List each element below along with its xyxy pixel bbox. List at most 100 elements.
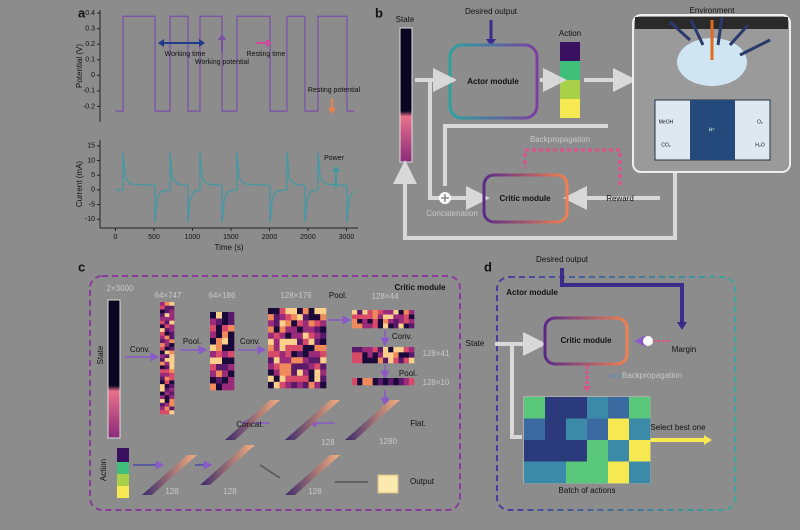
heat-cell xyxy=(302,363,309,370)
heat-cell xyxy=(169,391,175,396)
y-tick-label: 0 xyxy=(91,72,95,79)
heat-cell xyxy=(216,377,223,384)
heat-cell xyxy=(160,320,165,325)
heat-cell xyxy=(222,331,229,339)
heat-cell xyxy=(377,323,384,329)
heat-cell xyxy=(160,402,165,407)
heat-cell xyxy=(408,314,415,320)
heat-cell xyxy=(160,350,165,355)
heat-cell xyxy=(372,323,379,329)
heat-cell xyxy=(210,331,217,339)
heat-cell xyxy=(164,350,170,355)
heat-cell xyxy=(222,312,229,319)
heat-cell xyxy=(308,320,315,327)
label: Critic module xyxy=(560,336,612,345)
heat-cell xyxy=(297,326,304,333)
heat-cell xyxy=(268,344,275,352)
heat-cell xyxy=(210,383,217,391)
cell-label: H⁺ xyxy=(709,127,716,133)
heat-cell xyxy=(160,410,165,415)
heat-cell xyxy=(160,380,165,385)
heat-cell xyxy=(169,335,175,340)
label: Margin xyxy=(672,345,696,354)
heat-cell xyxy=(629,440,651,462)
heat-cell xyxy=(587,418,609,441)
heat-cell xyxy=(566,461,588,484)
label: Concatenation xyxy=(426,209,478,218)
dim-label: 128 xyxy=(165,487,179,496)
heat-cell xyxy=(285,338,292,346)
x-axis-label: Time (s) xyxy=(214,243,243,252)
heat-cell xyxy=(285,381,292,389)
heat-cell xyxy=(169,395,175,400)
heat-cell xyxy=(268,369,275,376)
heat-cell xyxy=(357,314,363,320)
heat-cell xyxy=(362,347,368,353)
heat-cell xyxy=(308,351,315,358)
panel-label: a xyxy=(78,5,86,20)
heat-cell xyxy=(320,363,327,370)
heat-cell xyxy=(367,323,373,329)
heat-cell xyxy=(216,325,223,332)
heat-cell xyxy=(268,351,275,358)
heat-cell xyxy=(362,319,368,324)
heat-cell xyxy=(164,387,170,392)
label: Batch of actions xyxy=(559,486,616,495)
heat-cell xyxy=(302,381,309,389)
heat-cell xyxy=(210,312,217,319)
heat-cell xyxy=(222,364,229,371)
heat-cell xyxy=(383,378,389,386)
heat-cell xyxy=(164,395,170,400)
heat-cell xyxy=(388,378,394,386)
panel-label: b xyxy=(375,5,383,20)
heat-cell xyxy=(608,397,630,419)
heat-cell xyxy=(279,320,286,327)
heat-cell xyxy=(268,326,275,333)
heat-cell xyxy=(320,351,327,358)
heat-cell xyxy=(297,357,304,364)
heat-cell xyxy=(279,314,286,321)
heat-cell xyxy=(268,357,275,364)
heat-cell xyxy=(285,314,292,321)
heat-cell xyxy=(222,318,229,326)
heat-cell xyxy=(398,378,404,386)
dim-label: 64×747 xyxy=(155,291,182,300)
heat-cell xyxy=(210,370,217,378)
heat-cell xyxy=(291,381,298,389)
heat-cell xyxy=(352,347,358,353)
heat-cell xyxy=(357,378,363,386)
heat-cell xyxy=(297,344,304,352)
heat-cell xyxy=(169,331,175,336)
heat-cell xyxy=(383,352,389,358)
heat-cell xyxy=(210,338,217,345)
heat-cell xyxy=(377,378,384,386)
heat-cell xyxy=(285,326,292,333)
heat-cell xyxy=(291,363,298,370)
heat-cell xyxy=(367,347,373,353)
heat-cell xyxy=(164,335,170,340)
label: Critic module xyxy=(499,194,551,203)
heat-cell xyxy=(160,358,165,363)
heat-cell xyxy=(383,314,389,320)
heat-cell xyxy=(228,325,235,332)
y-tick-label: 0 xyxy=(91,187,95,194)
heat-cell xyxy=(164,391,170,396)
heat-cell xyxy=(314,332,321,340)
heat-cell xyxy=(169,361,175,366)
heat-cell xyxy=(291,314,298,321)
annotation: Working time xyxy=(165,51,206,58)
heat-cell xyxy=(273,381,280,389)
heat-cell xyxy=(308,357,315,364)
heat-cell xyxy=(169,365,175,370)
heat-cell xyxy=(169,320,175,325)
heat-cell xyxy=(297,338,304,346)
heat-cell xyxy=(273,375,280,383)
label: Desired output xyxy=(465,7,518,16)
cell-label: H₂O xyxy=(755,142,765,148)
heat-cell xyxy=(164,361,170,366)
heat-cell xyxy=(169,402,175,407)
heat-cell xyxy=(314,351,321,358)
heat-cell xyxy=(352,319,358,324)
heat-cell xyxy=(228,377,235,384)
heat-cell xyxy=(587,397,609,419)
